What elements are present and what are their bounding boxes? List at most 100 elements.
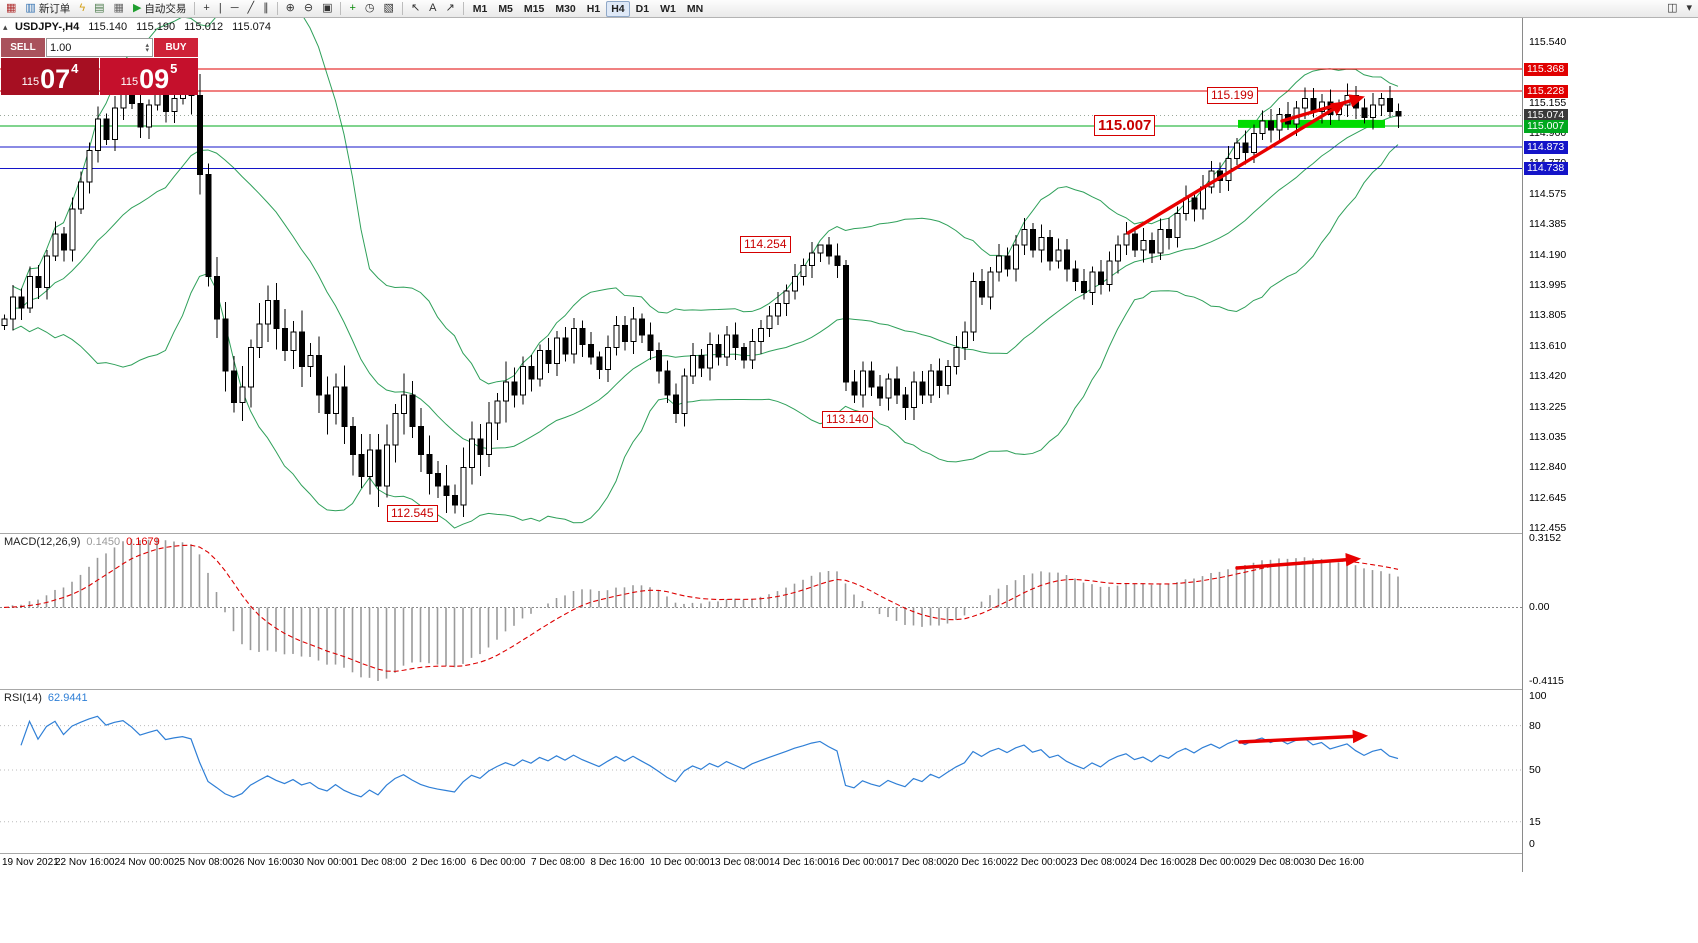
candle — [630, 307, 637, 354]
volume-spinner: ▴ ▾ — [145, 41, 149, 54]
candle — [834, 243, 841, 279]
candle — [1, 314, 8, 331]
cursor-icon[interactable]: ↖ — [407, 1, 424, 17]
candle — [367, 433, 373, 495]
one-click-collapse-icon[interactable]: ▴ — [3, 22, 8, 32]
candle — [698, 349, 705, 378]
timeframe-d1-button[interactable]: D1 — [631, 1, 654, 17]
chart-layout-icon[interactable]: ▦ — [110, 1, 128, 17]
buy-price-display[interactable]: 115 09 5 — [100, 58, 198, 95]
arrow-objects-icon[interactable]: ↗ — [442, 1, 459, 17]
rsi-canvas[interactable] — [0, 690, 1698, 853]
candle — [1395, 103, 1402, 129]
rsi-pane[interactable]: RSI(14) 62.9441 — [0, 690, 1698, 853]
volume-value[interactable]: 1.00 — [50, 41, 72, 54]
templates-icon[interactable]: ▧ — [380, 1, 398, 17]
trend-arrow[interactable] — [1126, 101, 1347, 235]
main-chart-canvas[interactable] — [0, 18, 1698, 533]
text-label-icon[interactable]: A — [425, 1, 440, 17]
price-scale-label: 114.190 — [1529, 248, 1567, 261]
equidistant-channel-icon[interactable]: ∥ — [259, 1, 273, 17]
candle — [732, 322, 739, 361]
data-window-icon[interactable]: ◫ — [1663, 1, 1681, 17]
price-scale-label: 113.035 — [1529, 430, 1567, 443]
main-chart-pane[interactable]: ▴ USDJPY-,H4 115.140 115.190 115.012 115… — [0, 18, 1698, 533]
new-chart-icon[interactable]: ▦ — [2, 1, 20, 17]
candle — [290, 320, 297, 369]
pane-separator[interactable] — [0, 689, 1698, 690]
volume-decrease-button[interactable]: ▾ — [145, 46, 149, 54]
candle — [1208, 161, 1215, 194]
vertical-line-icon[interactable]: | — [215, 1, 226, 17]
candle — [1013, 235, 1019, 282]
candle — [809, 241, 815, 279]
trendline-icon[interactable]: ╱ — [244, 1, 259, 17]
horizontal-line-icon[interactable]: ─ — [227, 1, 243, 17]
candles-layer — [1, 68, 1402, 518]
sell-price-display[interactable]: 115 07 4 — [1, 58, 99, 95]
timeframe-h4-button[interactable]: H4 — [606, 0, 630, 17]
candle — [562, 326, 569, 362]
candle — [741, 342, 747, 369]
sell-button[interactable]: SELL — [1, 38, 45, 57]
quick-trade-icon[interactable]: ϟ — [75, 1, 89, 17]
time-axis-label: 29 Dec 08:00 — [1245, 857, 1305, 868]
zoom-in-icon[interactable]: ⊕ — [282, 1, 299, 17]
candle — [1242, 130, 1249, 165]
candle — [222, 301, 229, 392]
candle — [392, 404, 399, 463]
candle — [1081, 268, 1087, 300]
price-callout-label[interactable]: 115.199 — [1207, 86, 1258, 104]
profiles-icon[interactable]: ▤ — [90, 1, 108, 17]
pane-separator[interactable] — [0, 533, 1698, 534]
crosshair-icon[interactable]: + — [199, 1, 213, 17]
time-axis-label: 28 Dec 00:00 — [1185, 857, 1246, 868]
timeframe-h1-button[interactable]: H1 — [582, 1, 605, 17]
macd-canvas[interactable] — [0, 534, 1698, 689]
candle — [273, 283, 280, 350]
chart-title: USDJPY-,H4 115.140 115.190 115.012 115.0… — [15, 21, 271, 33]
docking-icon[interactable]: ▾ — [1682, 1, 1696, 17]
trend-arrow[interactable] — [1280, 94, 1365, 123]
candle — [35, 264, 42, 300]
timeframe-m15-button[interactable]: M15 — [519, 1, 549, 17]
new-order-button[interactable]: ▥ 新订单 — [21, 1, 74, 17]
candle — [894, 366, 900, 404]
new-order-button-glyph: ▥ — [25, 2, 36, 14]
candle — [384, 424, 390, 498]
candle — [962, 321, 968, 361]
arrow-objects-icon-glyph: ↗ — [445, 2, 455, 14]
zoom-out-icon[interactable]: ⊖ — [300, 1, 317, 17]
price-axis[interactable]: 115.540115.345115.155114.960114.770114.5… — [1522, 18, 1698, 872]
volume-increase-button[interactable]: ▴ — [145, 41, 149, 49]
candle — [622, 315, 628, 351]
timeframe-m1-button[interactable]: M1 — [468, 1, 493, 17]
ohlc-high-value: 115.190 — [136, 21, 176, 33]
time-axis[interactable]: 19 Nov 2021 22 Nov 16:00 24 Nov 00:00 25 No… — [0, 854, 1698, 872]
price-callout-label[interactable]: 115.007 — [1094, 114, 1156, 136]
tile-windows-icon[interactable]: ▣ — [318, 1, 336, 17]
trend-arrow[interactable] — [1238, 729, 1369, 744]
indicators-icon[interactable]: + — [345, 1, 359, 17]
timeframe-mn-button[interactable]: MN — [682, 1, 708, 17]
autotrading-button[interactable]: ▶ 自动交易 — [129, 1, 190, 17]
timeframe-m5-button[interactable]: M5 — [493, 1, 518, 17]
buy-button[interactable]: BUY — [154, 38, 198, 57]
periods-icon[interactable]: ◷ — [361, 1, 379, 17]
candle — [61, 226, 67, 262]
candle — [486, 402, 492, 467]
candle — [52, 221, 59, 262]
price-callout-label[interactable]: 112.545 — [387, 504, 438, 522]
candle — [860, 361, 866, 408]
macd-pane[interactable]: MACD(12,26,9) 0.1450 0.1679 — [0, 534, 1698, 689]
volume-field[interactable]: 1.00 ▴ ▾ — [46, 38, 153, 57]
timeframe-m1-button-label: M1 — [472, 2, 488, 15]
trend-arrow[interactable] — [1235, 552, 1362, 570]
price-callout-label[interactable]: 113.140 — [822, 411, 873, 428]
price-callout-label[interactable]: 114.254 — [740, 235, 791, 253]
candle — [1378, 93, 1385, 116]
timeframe-m30-button[interactable]: M30 — [550, 1, 580, 17]
time-axis-label: 26 Nov 16:00 — [233, 857, 294, 868]
pane-separator[interactable] — [0, 853, 1698, 854]
timeframe-w1-button[interactable]: W1 — [655, 1, 681, 17]
